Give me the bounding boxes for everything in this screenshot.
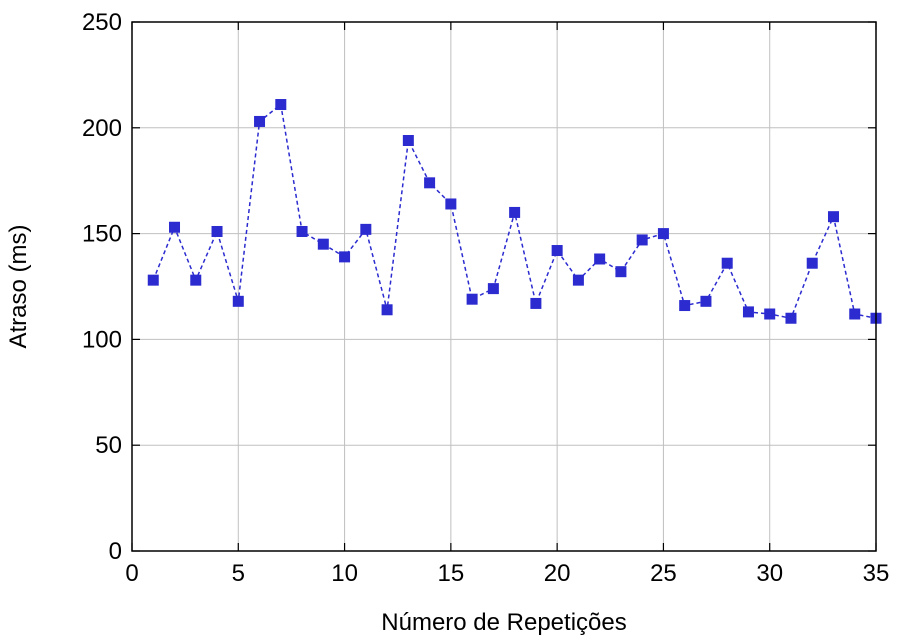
data-point (147, 274, 159, 286)
data-point (657, 228, 669, 240)
data-point (594, 253, 606, 265)
data-point (827, 211, 839, 223)
data-point (679, 300, 691, 312)
x-tick-label: 35 (863, 560, 890, 587)
x-tick-label: 15 (438, 560, 465, 587)
data-point (466, 293, 478, 305)
data-point (424, 177, 436, 189)
x-tick-label: 0 (125, 560, 138, 587)
tick-labels: 0 5 10 15 20 25 30 35 0 50 100 150 200 250 (82, 9, 889, 587)
x-tick-label: 30 (756, 560, 783, 587)
data-point (572, 274, 584, 286)
plot-frame (131, 21, 877, 552)
data-point (487, 283, 499, 295)
data-point (849, 308, 861, 320)
x-tick-label: 5 (232, 560, 245, 587)
y-tick-label: 200 (82, 115, 122, 142)
data-point (742, 306, 754, 318)
data-point (211, 225, 223, 237)
grid (132, 22, 876, 551)
data-point (402, 134, 414, 146)
data-point (700, 295, 712, 307)
data-point (381, 304, 393, 316)
data-point (530, 297, 542, 309)
data-point (764, 308, 776, 320)
data-point (339, 251, 351, 263)
data-point (806, 257, 818, 269)
data-point (509, 206, 521, 218)
data-point (190, 274, 202, 286)
data-point (232, 295, 244, 307)
y-axis-title: Atraso (ms) (5, 224, 32, 348)
x-tick-label: 10 (331, 560, 358, 587)
series-layer (147, 99, 882, 324)
data-point (317, 238, 329, 250)
data-point (721, 257, 733, 269)
x-axis-title: Número de Repetições (381, 609, 626, 636)
y-tick-label: 150 (82, 221, 122, 248)
y-tick-label: 0 (109, 538, 122, 565)
data-point (785, 312, 797, 324)
y-tick-label: 50 (95, 432, 122, 459)
data-point (296, 225, 308, 237)
ticks (131, 21, 877, 552)
data-point (169, 221, 181, 233)
data-point (360, 223, 372, 235)
data-point (254, 115, 266, 127)
x-tick-label: 20 (544, 560, 571, 587)
data-point (275, 99, 287, 111)
y-tick-label: 250 (82, 9, 122, 36)
data-point (636, 234, 648, 246)
x-tick-label: 25 (650, 560, 677, 587)
y-tick-label: 100 (82, 326, 122, 353)
data-point (551, 245, 563, 257)
data-point (615, 266, 627, 278)
data-point (445, 198, 457, 210)
